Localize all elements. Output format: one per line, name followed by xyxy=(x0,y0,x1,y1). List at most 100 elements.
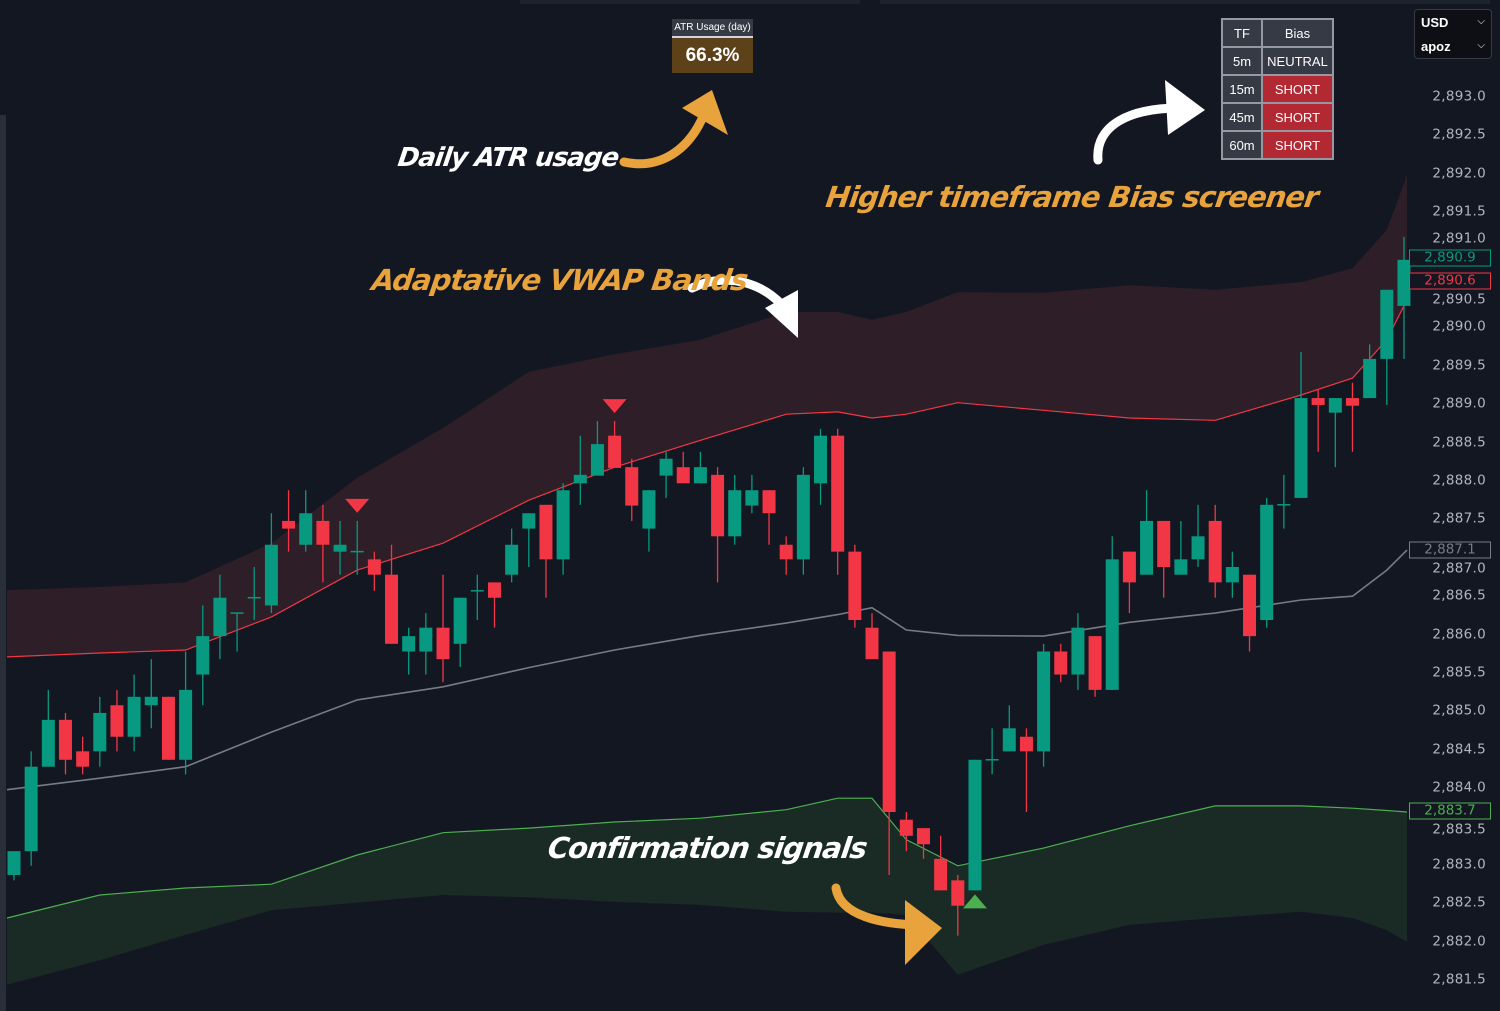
chevron-down-icon[interactable]: ⌵ xyxy=(1477,16,1485,27)
y-tick-label: 2,891.5 xyxy=(1432,203,1486,220)
candle xyxy=(505,528,519,583)
candle xyxy=(522,513,536,568)
sell-signal-icon xyxy=(345,498,370,513)
candle xyxy=(7,851,21,881)
candle-body xyxy=(1328,398,1342,413)
y-tick-label: 2,883.0 xyxy=(1432,856,1486,873)
candle xyxy=(1140,490,1154,575)
candle-body xyxy=(24,766,38,852)
candle-body xyxy=(1225,567,1239,583)
table-row: 45m SHORT xyxy=(1221,102,1334,132)
upper-band-line xyxy=(6,299,1408,658)
left-scrollbar[interactable] xyxy=(0,115,6,1011)
unit-dropdown[interactable]: apoz xyxy=(1421,39,1451,54)
candle xyxy=(1243,574,1257,652)
candle xyxy=(590,421,604,476)
lower-band-line xyxy=(6,797,1408,919)
candle xyxy=(1088,636,1102,697)
y-tick-label: 2,891.0 xyxy=(1432,230,1486,247)
candle-body xyxy=(7,851,21,875)
candle xyxy=(419,613,433,675)
candle xyxy=(625,458,639,521)
candle xyxy=(968,759,982,891)
candle xyxy=(1363,344,1377,399)
candle xyxy=(539,504,553,598)
candle-body xyxy=(934,858,948,891)
bias-table-header: TF Bias xyxy=(1221,18,1334,48)
y-tick-label: 2,888.5 xyxy=(1432,434,1486,451)
candle xyxy=(1157,520,1171,598)
candle-body xyxy=(196,636,210,675)
candle-body xyxy=(1071,627,1085,675)
candle xyxy=(1054,643,1068,683)
currency-unit-selector[interactable]: USD ⌵ apoz ⌵ xyxy=(1414,9,1492,59)
candle xyxy=(58,712,72,775)
candle-body xyxy=(916,828,930,845)
candle-body xyxy=(1294,398,1308,498)
candle xyxy=(110,689,124,752)
y-tick-label: 2,890.0 xyxy=(1432,318,1486,335)
candle-body xyxy=(93,712,107,752)
candle xyxy=(161,696,175,760)
annotation-vwap: Adaptative VWAP Bands xyxy=(369,263,750,297)
candle xyxy=(899,812,913,852)
candle xyxy=(41,689,55,767)
y-tick-label: 2,889.5 xyxy=(1432,357,1486,374)
candle-body xyxy=(264,544,278,606)
candle-body xyxy=(76,751,90,767)
candle xyxy=(951,874,965,936)
orange-arrow-icon xyxy=(619,107,710,169)
candle-body xyxy=(247,596,261,599)
candle xyxy=(179,651,193,775)
candle-body xyxy=(831,435,845,552)
candle-body xyxy=(1311,398,1325,405)
candle-body xyxy=(848,551,862,621)
candle xyxy=(1174,520,1188,575)
candle xyxy=(1277,474,1291,529)
y-tick-label: 2,893.0 xyxy=(1432,88,1486,105)
candle-body xyxy=(453,597,467,644)
orange-arrow-head-icon xyxy=(905,900,942,965)
candle-body xyxy=(745,490,759,506)
atr-value: 66.3% xyxy=(672,38,753,73)
candle xyxy=(213,574,227,660)
candle-body xyxy=(779,544,793,560)
candle-body xyxy=(608,435,622,468)
candle-body xyxy=(676,467,690,484)
y-tick-label: 2,892.0 xyxy=(1432,165,1486,182)
sell-signal-icon xyxy=(602,399,627,414)
candle xyxy=(350,520,364,575)
white-arrow-head-icon xyxy=(765,290,798,338)
chevron-down-icon[interactable]: ⌵ xyxy=(1477,40,1485,51)
orange-arrow-head-icon xyxy=(682,90,728,135)
candle xyxy=(196,605,210,706)
y-tick-label: 2,881.5 xyxy=(1432,971,1486,988)
currency-dropdown[interactable]: USD xyxy=(1421,15,1449,30)
candle xyxy=(247,567,261,621)
candle xyxy=(1294,351,1308,498)
candle-body xyxy=(367,559,381,575)
candle xyxy=(333,520,347,575)
candle-body xyxy=(642,490,656,529)
candle-body xyxy=(865,627,879,660)
header-bias: Bias xyxy=(1261,18,1334,48)
candle xyxy=(642,490,656,552)
y-tick-label: 2,888.0 xyxy=(1432,472,1486,489)
candle xyxy=(470,574,484,621)
candle xyxy=(299,490,313,552)
candle-body xyxy=(161,696,175,760)
y-tick-label: 2,882.0 xyxy=(1432,933,1486,950)
candle-body xyxy=(762,490,776,514)
candle xyxy=(796,467,810,575)
candle-body xyxy=(1345,398,1359,406)
candle xyxy=(230,612,244,652)
candle-body xyxy=(333,544,347,552)
y-tick-label: 2,887.5 xyxy=(1432,510,1486,527)
candle-body xyxy=(1208,520,1222,583)
candle xyxy=(573,435,587,505)
candle xyxy=(831,428,845,575)
y-tick-label: 2,886.5 xyxy=(1432,587,1486,604)
candle xyxy=(436,574,450,683)
y-tick-label: 2,887.0 xyxy=(1432,560,1486,577)
